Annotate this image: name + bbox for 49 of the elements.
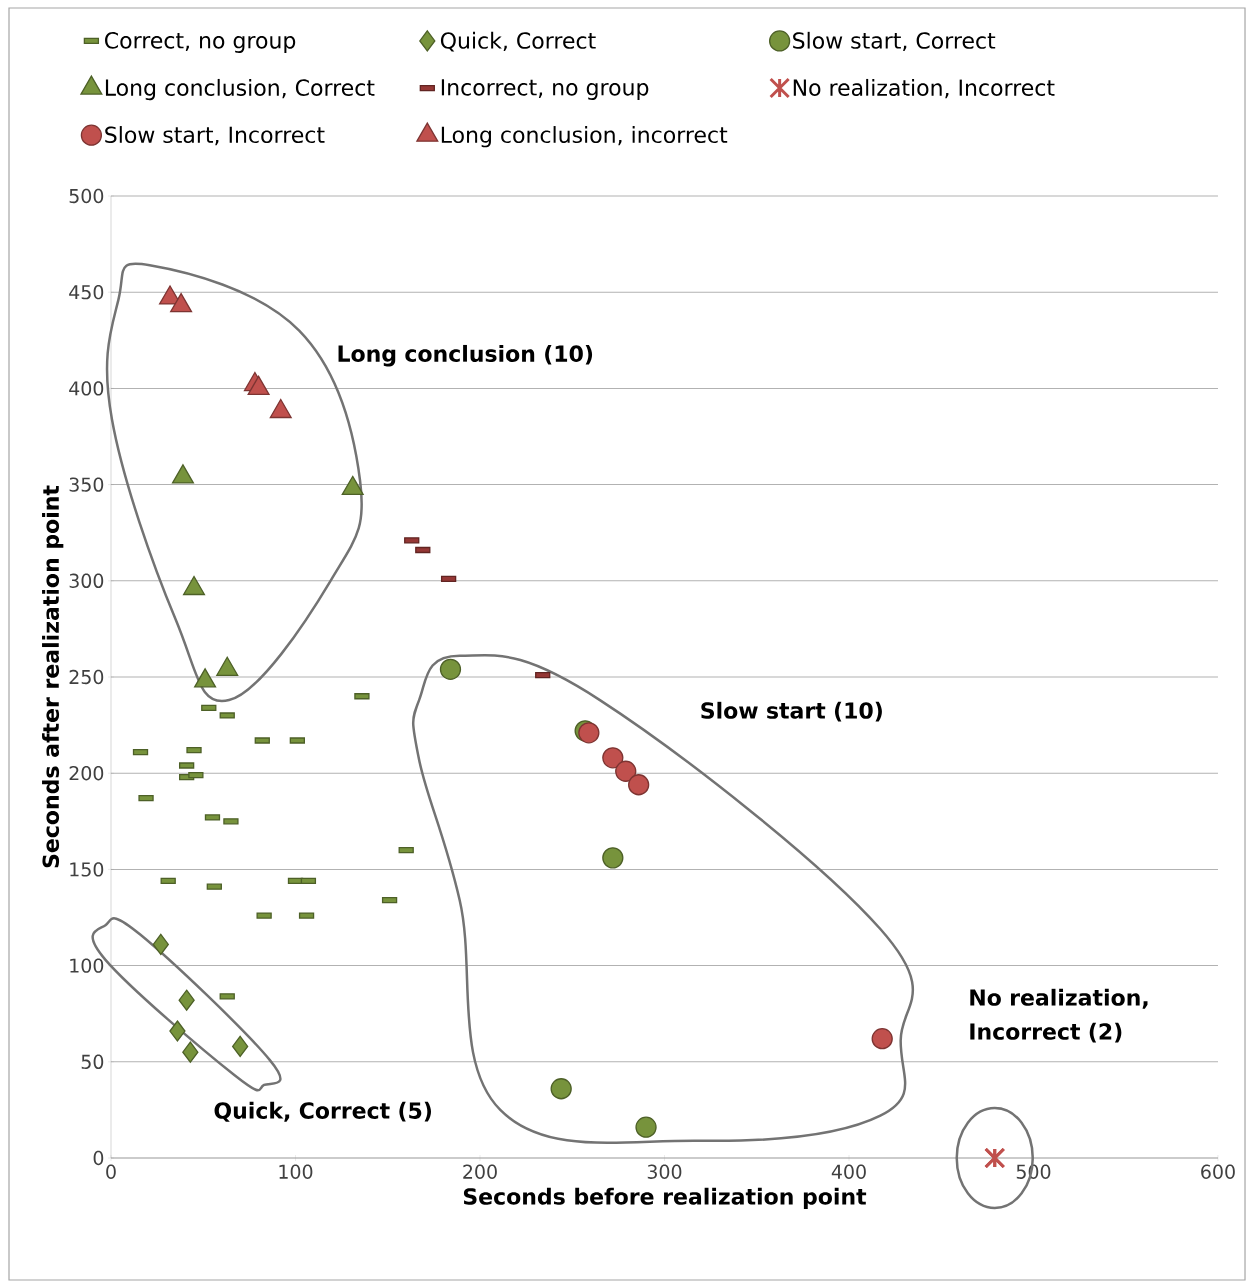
annotation: Long conclusion (10): [338, 344, 593, 367]
y-tick-label: 250: [69, 669, 104, 685]
x-tick-label: 400: [831, 1164, 866, 1179]
y-tick-label: 200: [69, 766, 104, 781]
x-tick-label: 600: [1201, 1164, 1235, 1179]
point: [439, 658, 462, 680]
point: [602, 847, 624, 869]
legend-label: Incorrect, no group: [441, 79, 649, 100]
point: [550, 1078, 572, 1100]
x-tick-label: 0: [106, 1164, 116, 1179]
point: [169, 1020, 186, 1042]
point: [269, 398, 292, 419]
point: [615, 760, 637, 782]
y-tick-label: 500: [69, 188, 104, 204]
point: [628, 774, 650, 796]
x-tick-label: 100: [279, 1164, 313, 1179]
annotation: Slow start (10): [701, 701, 882, 722]
legend-label: No realization, Incorrect: [793, 78, 1055, 99]
point: [182, 575, 206, 596]
point: [635, 1116, 657, 1138]
legend-label: Long conclusion, Correct: [105, 78, 375, 101]
legend-label: Long conclusion, incorrect: [441, 126, 728, 148]
point: [171, 464, 194, 484]
x-tick-label: 200: [463, 1164, 497, 1179]
legend-label: Slow start, Correct: [793, 31, 996, 52]
y-tick-label: 450: [69, 285, 104, 300]
point: [602, 747, 624, 769]
x-axis-title: Seconds before realization point: [463, 1187, 867, 1210]
point: [178, 989, 195, 1011]
y-tick-label: 0: [93, 1150, 104, 1166]
point: [341, 475, 364, 496]
y-tick-label: 100: [70, 958, 104, 973]
y-axis-title: Seconds after realization point: [42, 485, 64, 868]
point: [170, 293, 193, 313]
y-tick-label: 350: [69, 477, 104, 492]
y-tick-label: 50: [81, 1054, 104, 1069]
point: [232, 1035, 249, 1058]
annotation: Quick, Correct (5): [214, 1101, 432, 1122]
x-tick-label: 300: [647, 1164, 682, 1179]
legend-label: Slow start, Incorrect: [105, 126, 325, 146]
legend-label: Quick, Correct: [440, 31, 596, 52]
point: [871, 1028, 893, 1050]
point: [182, 1041, 199, 1063]
point: [152, 933, 169, 956]
y-tick-label: 150: [70, 862, 104, 877]
y-tick-label: 300: [69, 573, 104, 588]
annotation: No realization, Incorrect (2): [970, 988, 1148, 1043]
y-tick-label: 400: [69, 381, 104, 396]
legend-label: Correct, no group: [105, 32, 296, 53]
